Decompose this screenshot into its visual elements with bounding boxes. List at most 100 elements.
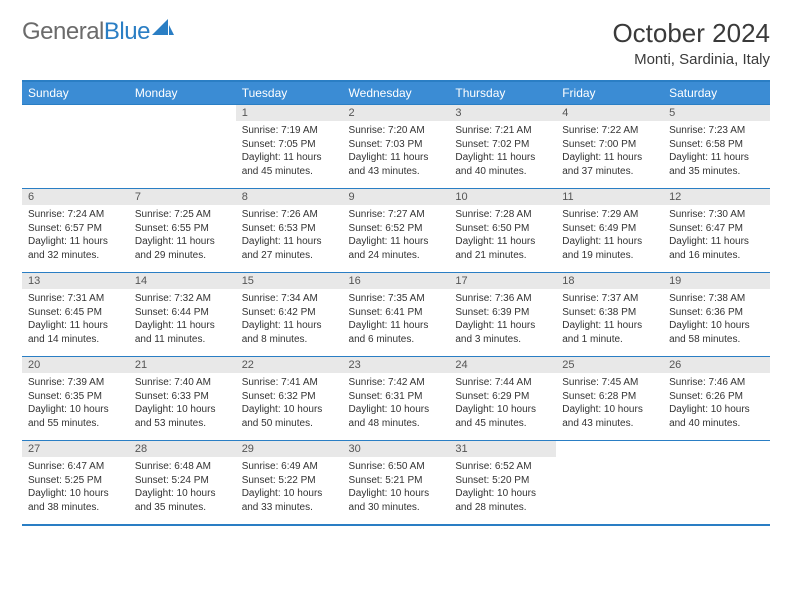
day-details: Sunrise: 7:46 AMSunset: 6:26 PMDaylight:… <box>663 373 770 433</box>
day-details: Sunrise: 7:26 AMSunset: 6:53 PMDaylight:… <box>236 205 343 265</box>
calendar-empty-cell <box>22 105 129 189</box>
calendar-day-cell: 21Sunrise: 7:40 AMSunset: 6:33 PMDayligh… <box>129 357 236 441</box>
logo-text-2: Blue <box>104 18 150 46</box>
day-number: 12 <box>663 189 770 205</box>
day-header: Friday <box>556 81 663 105</box>
day-details: Sunrise: 7:38 AMSunset: 6:36 PMDaylight:… <box>663 289 770 349</box>
day-number: 2 <box>343 105 450 121</box>
day-number: 5 <box>663 105 770 121</box>
day-number: 13 <box>22 273 129 289</box>
day-details: Sunrise: 7:24 AMSunset: 6:57 PMDaylight:… <box>22 205 129 265</box>
calendar-day-cell: 2Sunrise: 7:20 AMSunset: 7:03 PMDaylight… <box>343 105 450 189</box>
day-details: Sunrise: 7:23 AMSunset: 6:58 PMDaylight:… <box>663 121 770 181</box>
calendar-day-cell: 23Sunrise: 7:42 AMSunset: 6:31 PMDayligh… <box>343 357 450 441</box>
day-details: Sunrise: 7:42 AMSunset: 6:31 PMDaylight:… <box>343 373 450 433</box>
day-header: Tuesday <box>236 81 343 105</box>
day-details: Sunrise: 7:21 AMSunset: 7:02 PMDaylight:… <box>449 121 556 181</box>
day-number <box>663 441 770 457</box>
day-details: Sunrise: 7:45 AMSunset: 6:28 PMDaylight:… <box>556 373 663 433</box>
day-number: 31 <box>449 441 556 457</box>
month-title: October 2024 <box>612 18 770 49</box>
day-details: Sunrise: 7:27 AMSunset: 6:52 PMDaylight:… <box>343 205 450 265</box>
calendar-day-cell: 16Sunrise: 7:35 AMSunset: 6:41 PMDayligh… <box>343 273 450 357</box>
location: Monti, Sardinia, Italy <box>612 51 770 68</box>
day-number: 19 <box>663 273 770 289</box>
calendar-day-cell: 4Sunrise: 7:22 AMSunset: 7:00 PMDaylight… <box>556 105 663 189</box>
calendar-day-cell: 31Sunrise: 6:52 AMSunset: 5:20 PMDayligh… <box>449 441 556 525</box>
day-number <box>129 105 236 121</box>
calendar-day-cell: 26Sunrise: 7:46 AMSunset: 6:26 PMDayligh… <box>663 357 770 441</box>
day-number: 24 <box>449 357 556 373</box>
calendar-day-cell: 3Sunrise: 7:21 AMSunset: 7:02 PMDaylight… <box>449 105 556 189</box>
calendar-day-cell: 25Sunrise: 7:45 AMSunset: 6:28 PMDayligh… <box>556 357 663 441</box>
day-details: Sunrise: 7:30 AMSunset: 6:47 PMDaylight:… <box>663 205 770 265</box>
calendar-day-cell: 10Sunrise: 7:28 AMSunset: 6:50 PMDayligh… <box>449 189 556 273</box>
calendar-day-cell: 19Sunrise: 7:38 AMSunset: 6:36 PMDayligh… <box>663 273 770 357</box>
calendar-day-cell: 9Sunrise: 7:27 AMSunset: 6:52 PMDaylight… <box>343 189 450 273</box>
day-details: Sunrise: 7:39 AMSunset: 6:35 PMDaylight:… <box>22 373 129 433</box>
day-number: 8 <box>236 189 343 205</box>
day-details: Sunrise: 7:20 AMSunset: 7:03 PMDaylight:… <box>343 121 450 181</box>
day-details: Sunrise: 7:41 AMSunset: 6:32 PMDaylight:… <box>236 373 343 433</box>
day-details: Sunrise: 6:50 AMSunset: 5:21 PMDaylight:… <box>343 457 450 517</box>
calendar-week-row: 1Sunrise: 7:19 AMSunset: 7:05 PMDaylight… <box>22 105 770 189</box>
calendar-day-cell: 22Sunrise: 7:41 AMSunset: 6:32 PMDayligh… <box>236 357 343 441</box>
title-block: October 2024 Monti, Sardinia, Italy <box>612 18 770 68</box>
day-number <box>22 105 129 121</box>
calendar-day-cell: 18Sunrise: 7:37 AMSunset: 6:38 PMDayligh… <box>556 273 663 357</box>
day-number: 28 <box>129 441 236 457</box>
day-number: 15 <box>236 273 343 289</box>
day-number: 20 <box>22 357 129 373</box>
calendar-day-cell: 7Sunrise: 7:25 AMSunset: 6:55 PMDaylight… <box>129 189 236 273</box>
calendar-day-cell: 13Sunrise: 7:31 AMSunset: 6:45 PMDayligh… <box>22 273 129 357</box>
calendar-day-cell: 29Sunrise: 6:49 AMSunset: 5:22 PMDayligh… <box>236 441 343 525</box>
day-details: Sunrise: 6:48 AMSunset: 5:24 PMDaylight:… <box>129 457 236 517</box>
calendar-day-cell: 27Sunrise: 6:47 AMSunset: 5:25 PMDayligh… <box>22 441 129 525</box>
day-details: Sunrise: 7:40 AMSunset: 6:33 PMDaylight:… <box>129 373 236 433</box>
calendar-empty-cell <box>556 441 663 525</box>
day-header: Monday <box>129 81 236 105</box>
day-number: 26 <box>663 357 770 373</box>
day-number: 4 <box>556 105 663 121</box>
day-details: Sunrise: 7:19 AMSunset: 7:05 PMDaylight:… <box>236 121 343 181</box>
day-number: 18 <box>556 273 663 289</box>
logo-text-1: General <box>22 18 104 46</box>
day-details: Sunrise: 7:44 AMSunset: 6:29 PMDaylight:… <box>449 373 556 433</box>
logo-sail-icon <box>152 19 174 37</box>
day-number: 3 <box>449 105 556 121</box>
day-number: 11 <box>556 189 663 205</box>
day-header-row: SundayMondayTuesdayWednesdayThursdayFrid… <box>22 81 770 105</box>
day-number: 27 <box>22 441 129 457</box>
day-details: Sunrise: 6:47 AMSunset: 5:25 PMDaylight:… <box>22 457 129 517</box>
day-details: Sunrise: 6:52 AMSunset: 5:20 PMDaylight:… <box>449 457 556 517</box>
calendar-day-cell: 14Sunrise: 7:32 AMSunset: 6:44 PMDayligh… <box>129 273 236 357</box>
day-details: Sunrise: 7:22 AMSunset: 7:00 PMDaylight:… <box>556 121 663 181</box>
day-header: Saturday <box>663 81 770 105</box>
day-details: Sunrise: 6:49 AMSunset: 5:22 PMDaylight:… <box>236 457 343 517</box>
day-details: Sunrise: 7:25 AMSunset: 6:55 PMDaylight:… <box>129 205 236 265</box>
day-details: Sunrise: 7:29 AMSunset: 6:49 PMDaylight:… <box>556 205 663 265</box>
day-details: Sunrise: 7:37 AMSunset: 6:38 PMDaylight:… <box>556 289 663 349</box>
day-number: 7 <box>129 189 236 205</box>
calendar-empty-cell <box>129 105 236 189</box>
day-number <box>556 441 663 457</box>
calendar-day-cell: 1Sunrise: 7:19 AMSunset: 7:05 PMDaylight… <box>236 105 343 189</box>
logo: GeneralBlue <box>22 18 174 46</box>
day-header: Thursday <box>449 81 556 105</box>
day-details: Sunrise: 7:34 AMSunset: 6:42 PMDaylight:… <box>236 289 343 349</box>
calendar-day-cell: 11Sunrise: 7:29 AMSunset: 6:49 PMDayligh… <box>556 189 663 273</box>
day-number: 17 <box>449 273 556 289</box>
day-number: 29 <box>236 441 343 457</box>
calendar-day-cell: 15Sunrise: 7:34 AMSunset: 6:42 PMDayligh… <box>236 273 343 357</box>
day-details: Sunrise: 7:31 AMSunset: 6:45 PMDaylight:… <box>22 289 129 349</box>
day-number: 16 <box>343 273 450 289</box>
calendar-day-cell: 28Sunrise: 6:48 AMSunset: 5:24 PMDayligh… <box>129 441 236 525</box>
day-details: Sunrise: 7:32 AMSunset: 6:44 PMDaylight:… <box>129 289 236 349</box>
calendar-week-row: 20Sunrise: 7:39 AMSunset: 6:35 PMDayligh… <box>22 357 770 441</box>
calendar-week-row: 6Sunrise: 7:24 AMSunset: 6:57 PMDaylight… <box>22 189 770 273</box>
day-details: Sunrise: 7:28 AMSunset: 6:50 PMDaylight:… <box>449 205 556 265</box>
calendar-day-cell: 12Sunrise: 7:30 AMSunset: 6:47 PMDayligh… <box>663 189 770 273</box>
calendar-day-cell: 8Sunrise: 7:26 AMSunset: 6:53 PMDaylight… <box>236 189 343 273</box>
day-header: Sunday <box>22 81 129 105</box>
day-number: 23 <box>343 357 450 373</box>
